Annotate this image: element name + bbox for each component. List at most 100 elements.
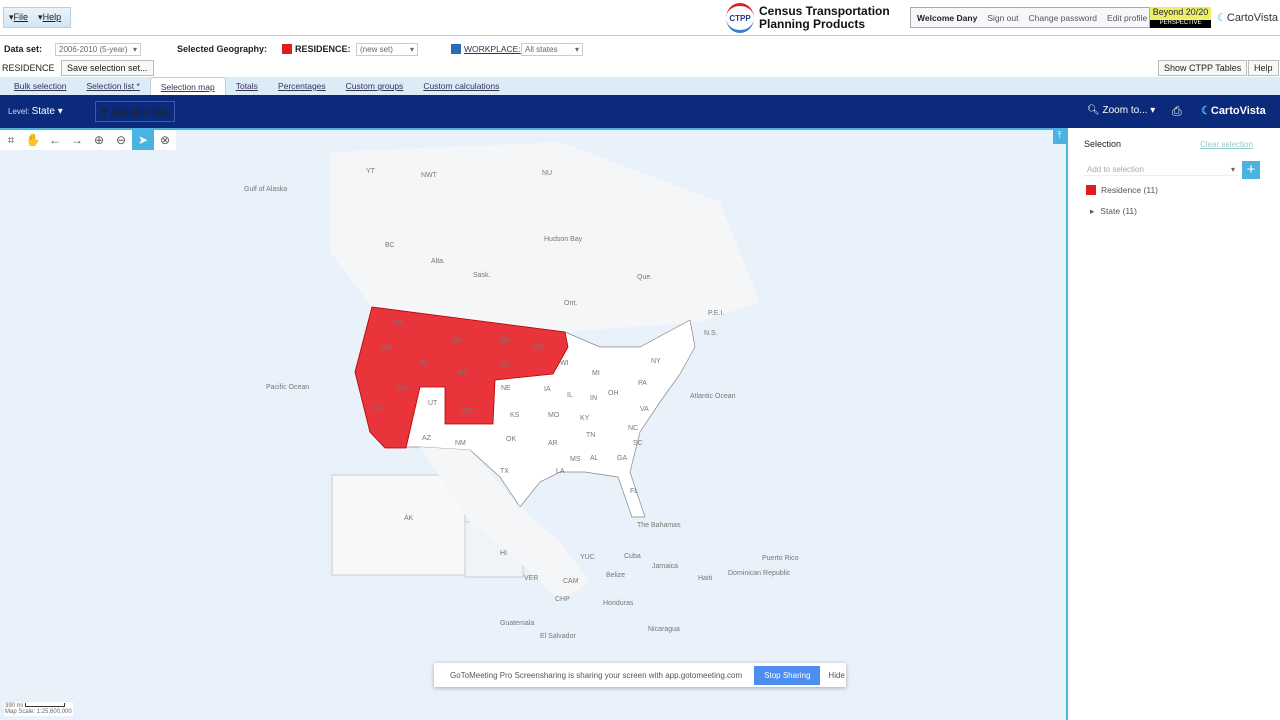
map-label: MT (452, 338, 463, 345)
map-label: OR (382, 345, 393, 352)
map-label: OK (506, 436, 517, 443)
beyond-line1: Beyond 20/20 (1150, 7, 1211, 20)
residence-label: RESIDENCE: (295, 44, 351, 54)
selection-panel: Selection Clear selection Add to selecti… (1070, 130, 1280, 720)
tab-custom-calculations[interactable]: Custom calculations (423, 81, 500, 91)
map-label: NU (542, 170, 553, 177)
tab-bar: Bulk selection Selection list * Selection … (0, 77, 1280, 95)
workplace-link[interactable]: WORKPLACE: (464, 44, 521, 54)
change-password-link[interactable]: Change password (1028, 12, 1098, 23)
map-label: NV (398, 385, 408, 392)
show-ctpp-tables-button[interactable]: Show CTPP Tables (1158, 60, 1248, 76)
zoom-in-icon[interactable]: ⊕ (93, 133, 105, 147)
pan-hand-icon[interactable]: ✋ (25, 133, 41, 147)
help-button[interactable]: Help (1248, 60, 1279, 76)
map-label: Atlantic Ocean (690, 393, 736, 400)
available-flows-button[interactable]: ▼ Available flows (95, 101, 175, 122)
map-label: The Bahamas (637, 522, 681, 529)
map-label: P.E.I. (708, 310, 725, 317)
save-selection-set-button[interactable]: Save selection set... (61, 60, 154, 76)
map-label: Haiti (698, 575, 713, 582)
map-tools: ⌗ ✋ ← → ⊕ ⊖ ➤ ⊗ (0, 130, 176, 150)
map-label: LA (556, 468, 565, 475)
edit-profile-link[interactable]: Edit profile (1107, 12, 1148, 23)
beyond2020-logo: Beyond 20/20 PERSPECTIVE (1150, 7, 1211, 28)
hide-button[interactable]: Hide (828, 670, 845, 680)
map-label: IN (590, 395, 597, 402)
file-menu[interactable]: ▾File (9, 12, 29, 22)
map-label: MS (570, 456, 581, 463)
map-label: KY (580, 415, 590, 422)
sign-out-link[interactable]: Sign out (987, 12, 1019, 23)
add-button[interactable]: + (1242, 161, 1260, 179)
tab-percentages[interactable]: Percentages (277, 81, 326, 91)
selection-item-state[interactable]: ▸ State (11) (1090, 206, 1137, 217)
workplace-value: All states (525, 45, 558, 54)
stop-sharing-button[interactable]: Stop Sharing (754, 665, 821, 685)
map-label: SC (633, 440, 643, 447)
screenshare-bar: GoToMeeting Pro Screensharing is sharing… (434, 663, 846, 687)
map-label: HI (500, 550, 507, 557)
map-label: GA (617, 455, 628, 462)
map-label: El Salvador (540, 633, 576, 640)
map-label: WA (393, 320, 405, 327)
map-label: CA (372, 405, 382, 412)
level-select[interactable]: State ▾ (31, 106, 63, 117)
residence-select[interactable]: (new set) ▾ (356, 43, 418, 56)
tab-totals[interactable]: Totals (235, 81, 258, 91)
tab-selection-list[interactable]: Selection list * (86, 81, 140, 91)
clear-selection-link[interactable]: Clear selection (1200, 140, 1253, 149)
tab-custom-groups[interactable]: Custom groups (345, 81, 404, 91)
level-label: Level: (8, 107, 30, 116)
cartovista-text: CartoVista (1226, 12, 1279, 24)
map-label: AZ (422, 435, 431, 442)
map-label: TX (500, 468, 509, 475)
map-label: NWT (421, 172, 437, 179)
brand-title-2: Planning Products (759, 17, 866, 31)
add-placeholder: Add to selection (1087, 164, 1144, 174)
map-label: SD (500, 362, 510, 369)
map-label: CO (462, 408, 473, 415)
screenshare-message: GoToMeeting Pro Screensharing is sharing… (450, 670, 743, 680)
export-icon[interactable]: ⤒ (1053, 130, 1066, 144)
selected-states-region[interactable] (354, 306, 569, 449)
map-label: ND (500, 338, 511, 345)
print-icon[interactable]: ⎙ (1172, 104, 1182, 118)
map-label: Hudson Bay (544, 236, 583, 243)
chevron-down-icon: ▾ (1230, 164, 1235, 174)
add-to-selection-select[interactable]: Add to selection ▾ (1084, 163, 1238, 176)
residence-value: (new set) (360, 45, 393, 54)
map-label: MN (533, 344, 544, 351)
available-flows-label: Available flows (111, 106, 171, 117)
select-pointer-icon[interactable]: ➤ (132, 130, 154, 150)
back-arrow-icon[interactable]: ← (49, 133, 61, 147)
map-canvas[interactable]: YT NWT NU BC Alta. Sask. Hudson Bay Que. Ont. P.E… (0, 128, 1068, 720)
map-toolbar: Level: State ▾ 🔍︎ Zoom to... ▾ ⎙ ☾CartoV… (0, 95, 1280, 128)
zoom-to-dropdown[interactable]: 🔍︎ Zoom to... ▾ (1087, 105, 1156, 116)
map-label: WY (457, 370, 469, 377)
map-label: PA (638, 380, 647, 387)
forward-arrow-icon[interactable]: → (71, 133, 83, 147)
map-label: Belize (606, 572, 626, 579)
map-label: Nicaragua (648, 626, 680, 633)
mexico-landmass (420, 447, 590, 602)
clear-selection-icon[interactable]: ⊗ (159, 133, 171, 147)
state-item-label: State (11) (1100, 206, 1137, 216)
map-label: AK (404, 515, 414, 522)
map-label: OH (608, 390, 619, 397)
map-label: NC (628, 425, 639, 432)
map-label: Sask. (473, 272, 491, 279)
dataset-select[interactable]: 2006-2010 (5-year) ▾ (55, 43, 141, 56)
workplace-select[interactable]: All states ▾ (521, 43, 583, 56)
map-label: NM (455, 440, 466, 447)
map-label: TN (586, 432, 596, 439)
map-svg (330, 142, 760, 602)
tab-bulk-selection[interactable]: Bulk selection (14, 81, 67, 91)
map-label: AR (548, 440, 558, 447)
selection-item-residence: Residence (11) (1086, 185, 1158, 195)
extent-icon[interactable]: ⌗ (7, 132, 15, 147)
zoom-out-icon[interactable]: ⊖ (115, 133, 127, 147)
map-label: Gulf of Alaska (244, 186, 288, 193)
tab-selection-map[interactable]: Selection map (149, 77, 226, 95)
help-menu[interactable]: ▾Help (38, 12, 62, 22)
